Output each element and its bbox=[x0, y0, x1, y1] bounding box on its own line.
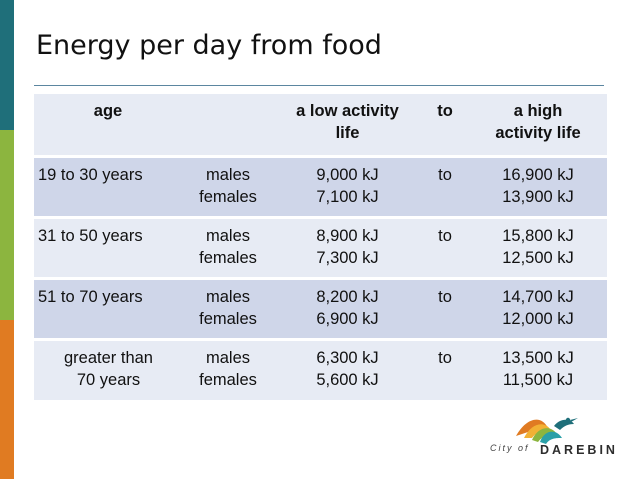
table-header-row: age a low activity life to a high activi… bbox=[34, 94, 607, 156]
to-cell: to bbox=[421, 215, 469, 278]
sidebar-accent-orange bbox=[0, 320, 14, 479]
to-cell: to bbox=[421, 276, 469, 339]
logo-city-text: City of bbox=[490, 443, 530, 453]
sex-cell: males females bbox=[182, 215, 274, 278]
to-cell: to bbox=[421, 154, 469, 217]
sex-cell: males females bbox=[182, 276, 274, 339]
high-activity-cell: 16,900 kJ 13,900 kJ bbox=[469, 154, 607, 217]
sex-cell: males females bbox=[182, 154, 274, 217]
energy-table: age a low activity life to a high activi… bbox=[34, 94, 607, 400]
sidebar-accent-teal bbox=[0, 0, 14, 130]
high-activity-cell: 14,700 kJ 12,000 kJ bbox=[469, 276, 607, 339]
sidebar-accent-green bbox=[0, 130, 14, 320]
table-row: 31 to 50 years males females 8,900 kJ 7,30… bbox=[34, 215, 607, 278]
low-activity-cell: 8,200 kJ 6,900 kJ bbox=[274, 276, 421, 339]
high-activity-cell: 13,500 kJ 11,500 kJ bbox=[469, 337, 607, 400]
header-age: age bbox=[93, 102, 123, 120]
header-to: to bbox=[437, 102, 453, 120]
high-activity-cell: 15,800 kJ 12,500 kJ bbox=[469, 215, 607, 278]
to-cell: to bbox=[421, 337, 469, 400]
low-activity-cell: 8,900 kJ 7,300 kJ bbox=[274, 215, 421, 278]
header-low-activity: a low activity life bbox=[296, 102, 399, 142]
slide-title: Energy per day from food bbox=[36, 30, 382, 61]
header-high-activity: a high activity life bbox=[495, 102, 581, 142]
sex-cell: males females bbox=[182, 337, 274, 400]
age-cell: greater than 70 years bbox=[34, 337, 182, 400]
age-cell: 31 to 50 years bbox=[34, 215, 182, 278]
table-row: 51 to 70 years males females 8,200 kJ 6,90… bbox=[34, 276, 607, 339]
age-cell: 19 to 30 years bbox=[34, 154, 182, 217]
title-divider bbox=[34, 85, 604, 86]
age-cell: 51 to 70 years bbox=[34, 276, 182, 339]
header-sex bbox=[182, 94, 274, 156]
table-row: greater than 70 years males females 6,300 … bbox=[34, 337, 607, 400]
darebin-bird-logo bbox=[516, 417, 578, 444]
low-activity-cell: 6,300 kJ 5,600 kJ bbox=[274, 337, 421, 400]
table-row: 19 to 30 years males females 9,000 kJ 7,10… bbox=[34, 154, 607, 217]
low-activity-cell: 9,000 kJ 7,100 kJ bbox=[274, 154, 421, 217]
logo-name-text: DAREBIN bbox=[540, 443, 618, 457]
